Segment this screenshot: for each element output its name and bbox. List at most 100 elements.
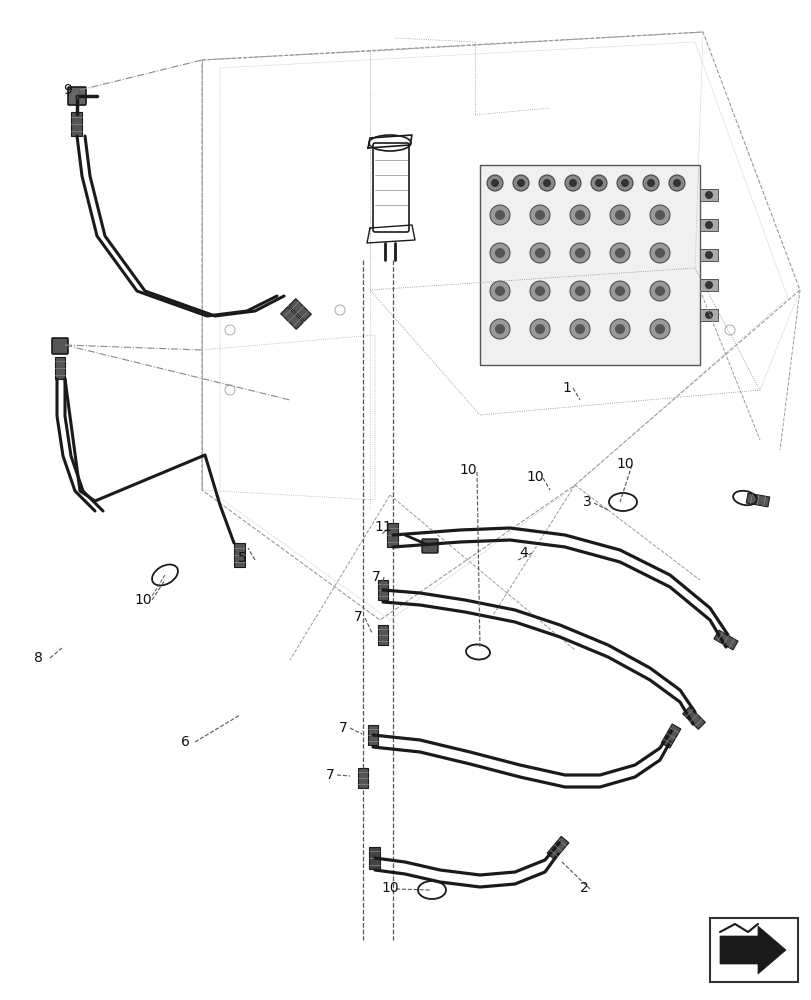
Polygon shape [713,630,737,650]
FancyBboxPatch shape [52,338,68,354]
Polygon shape [378,580,388,600]
Circle shape [654,210,664,220]
Bar [699,189,717,201]
Circle shape [491,179,499,187]
Circle shape [704,281,712,289]
Circle shape [574,210,584,220]
Polygon shape [547,836,569,860]
Polygon shape [281,307,303,329]
Circle shape [704,221,712,229]
Circle shape [594,179,603,187]
Circle shape [614,286,624,296]
Circle shape [569,243,590,263]
Circle shape [609,243,629,263]
Text: 7: 7 [353,610,362,624]
Polygon shape [358,768,367,788]
Circle shape [609,205,629,225]
Polygon shape [367,725,378,745]
Circle shape [534,286,544,296]
Text: 6: 6 [180,735,189,749]
Circle shape [620,179,629,187]
Polygon shape [378,625,388,645]
Circle shape [534,210,544,220]
Circle shape [543,179,551,187]
Bar [709,918,797,982]
Circle shape [487,175,502,191]
Text: 4: 4 [519,546,528,560]
Circle shape [614,210,624,220]
Text: 10: 10 [616,457,633,471]
Circle shape [489,243,509,263]
Text: 11: 11 [374,520,392,534]
Text: 7: 7 [371,570,380,584]
Polygon shape [71,112,83,136]
Circle shape [704,191,712,199]
Circle shape [530,319,549,339]
Circle shape [569,205,590,225]
Polygon shape [387,523,398,547]
Circle shape [569,319,590,339]
Circle shape [569,179,577,187]
Polygon shape [682,707,705,729]
Circle shape [539,175,554,191]
Bar [699,219,717,231]
Circle shape [513,175,528,191]
Text: 2: 2 [579,881,588,895]
Text: 7: 7 [338,721,347,735]
Circle shape [489,281,509,301]
Bar [699,249,717,261]
Polygon shape [745,493,769,507]
Circle shape [649,243,669,263]
Circle shape [649,205,669,225]
Text: 10: 10 [380,881,398,895]
Circle shape [614,248,624,258]
Circle shape [530,205,549,225]
Circle shape [654,324,664,334]
Circle shape [654,286,664,296]
Circle shape [616,175,633,191]
Polygon shape [289,299,311,321]
Circle shape [646,179,654,187]
Polygon shape [55,357,65,379]
Circle shape [574,324,584,334]
Circle shape [590,175,607,191]
Circle shape [614,324,624,334]
Text: 1: 1 [562,381,571,395]
Circle shape [489,319,509,339]
Text: 7: 7 [325,768,334,782]
Polygon shape [234,543,245,567]
FancyBboxPatch shape [479,165,699,365]
Circle shape [704,251,712,259]
Circle shape [530,281,549,301]
Circle shape [609,319,629,339]
Text: 3: 3 [582,495,590,509]
Circle shape [654,248,664,258]
Circle shape [668,175,684,191]
Circle shape [642,175,659,191]
Circle shape [609,281,629,301]
Circle shape [495,210,504,220]
FancyBboxPatch shape [422,539,437,553]
Bar [699,309,717,321]
Circle shape [672,179,680,187]
Polygon shape [719,926,785,974]
Circle shape [649,281,669,301]
Polygon shape [660,724,680,748]
Circle shape [704,311,712,319]
Circle shape [649,319,669,339]
Circle shape [530,243,549,263]
Text: 10: 10 [134,593,152,607]
Circle shape [574,286,584,296]
Circle shape [489,205,509,225]
Circle shape [534,324,544,334]
FancyBboxPatch shape [372,143,409,232]
Circle shape [574,248,584,258]
Bar [699,279,717,291]
Circle shape [495,248,504,258]
Text: 10: 10 [526,470,543,484]
Circle shape [517,179,525,187]
Text: 9: 9 [63,83,72,97]
Polygon shape [369,847,380,869]
Circle shape [495,286,504,296]
Circle shape [569,281,590,301]
